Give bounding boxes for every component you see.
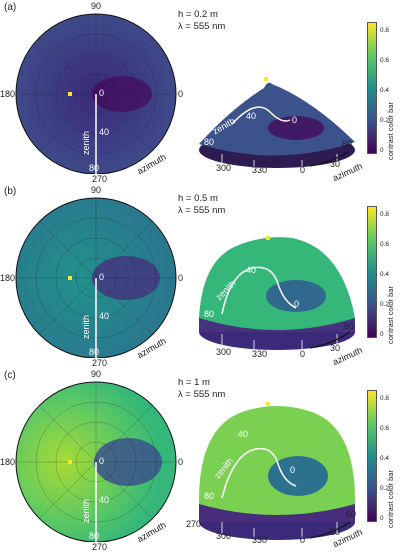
cbar-tick: 0.4: [380, 271, 390, 278]
surf-label-40: 40: [238, 429, 249, 439]
polar-plot: [15, 13, 177, 174]
surf-label-80: 80: [204, 137, 215, 147]
sun-marker-3d: [266, 402, 270, 406]
colorbar-title: contrast color bar: [386, 286, 395, 344]
label-top: 90: [91, 185, 102, 195]
wavelength-label: λ = 555 nm: [178, 388, 226, 400]
surf-label-60: 60: [344, 321, 355, 331]
cbar-tick: 0.6: [380, 241, 390, 248]
surf-label-z0: 0: [292, 115, 298, 125]
parameters: h = 0.5 m λ = 555 nm: [178, 193, 225, 217]
surf-label-40: 40: [246, 265, 257, 275]
surf-label-330: 330: [252, 535, 268, 545]
surf-label-0: 0: [300, 349, 306, 359]
label-ring-80: 80: [89, 163, 100, 173]
panel-b: (b) 90 180 0 270 0 40 80 zenith azimuth …: [0, 184, 401, 368]
label-bottom: 270: [92, 358, 108, 368]
wavelength-label: λ = 555 nm: [178, 204, 226, 216]
panel-a: (a) 90 180 0 270 0 40 80 zenith azimuth …: [0, 0, 401, 184]
surf-label-60: 60: [346, 509, 357, 519]
label-ring-40: 40: [99, 311, 110, 321]
sun-marker-3d: [264, 77, 268, 81]
surf-label-30: 30: [330, 527, 341, 537]
cbar-tick: 0: [380, 515, 384, 522]
cbar-tick: 0.2: [380, 301, 390, 308]
height-label: h = 0.5 m: [178, 193, 218, 204]
surf-label-30: 30: [330, 343, 341, 353]
colorbar: [367, 390, 377, 522]
surf-label-300: 300: [216, 347, 232, 357]
surface-plot: [198, 402, 356, 540]
label-left: 180: [0, 457, 16, 467]
label-zenith: zenith: [81, 498, 91, 523]
label-right: 0: [178, 89, 184, 99]
cbar-tick: 0.2: [380, 117, 390, 124]
label-center: 0: [99, 456, 105, 466]
height-label: h = 1 m: [178, 377, 210, 388]
surf-label-z0: 0: [294, 299, 300, 309]
height-label: h = 0.2 m: [178, 9, 218, 20]
colorbar: [367, 206, 377, 338]
surf-label-z0: 0: [290, 465, 296, 475]
surf-label-40: 40: [246, 111, 257, 121]
surf-label-330: 330: [252, 165, 268, 175]
surf-label-270: 270: [186, 519, 202, 529]
polar-plot: [15, 197, 177, 358]
cbar-tick: 0.4: [380, 87, 390, 94]
wavelength-label: λ = 555 nm: [178, 20, 226, 32]
surf-label-60: 60: [342, 139, 353, 149]
label-left: 180: [0, 89, 16, 99]
label-right: 0: [178, 273, 184, 283]
label-bottom: 270: [92, 174, 108, 184]
surf-label-80: 80: [204, 491, 215, 501]
cbar-tick: 0.6: [380, 57, 390, 64]
surface-plot: [199, 236, 355, 350]
panel-c: (c) 90 180 0 270 0 40 80 zenith azimuth …: [0, 368, 401, 552]
cbar-tick: 0: [380, 331, 384, 338]
label-zenith: zenith: [81, 130, 91, 155]
surf-label-80: 80: [204, 309, 215, 319]
cbar-tick: 0.8: [380, 211, 390, 218]
cbar-tick: 0.8: [380, 27, 390, 34]
surf-label-0: 0: [300, 165, 306, 175]
surf-label-300: 300: [216, 163, 232, 173]
colorbar: [367, 22, 377, 154]
sun-marker: [68, 92, 72, 96]
label-ring-40: 40: [99, 495, 110, 505]
cbar-tick: 0.4: [380, 455, 390, 462]
surf-label-0: 0: [300, 535, 306, 545]
sun-marker: [68, 276, 72, 280]
label-center: 0: [99, 272, 105, 282]
surf-label-300: 300: [216, 531, 232, 541]
label-center: 0: [99, 88, 105, 98]
cbar-tick: 0.6: [380, 425, 390, 432]
panel-letter: (b): [4, 186, 17, 197]
label-ring-80: 80: [89, 531, 100, 541]
sun-marker: [68, 460, 72, 464]
label-ring-40: 40: [99, 127, 110, 137]
label-ring-80: 80: [89, 347, 100, 357]
cbar-tick: 0.2: [380, 485, 390, 492]
sun-marker-3d: [266, 236, 270, 240]
surf-label-30: 30: [330, 159, 341, 169]
parameters: h = 1 m λ = 555 nm: [178, 377, 225, 401]
label-left: 180: [0, 273, 16, 283]
label-zenith: zenith: [81, 314, 91, 339]
cbar-tick: 0: [380, 147, 384, 154]
label-top: 90: [91, 369, 102, 379]
colorbar-title: contrast color bar: [386, 102, 395, 160]
polar-plot: [15, 381, 177, 542]
panel-letter: (a): [4, 2, 17, 13]
label-top: 90: [91, 1, 102, 11]
parameters: h = 0.2 m λ = 555 nm: [178, 9, 225, 33]
surface-plot: [199, 77, 355, 170]
cbar-tick: 0.8: [380, 395, 390, 402]
label-right: 0: [178, 457, 184, 467]
surf-label-330: 330: [252, 349, 268, 359]
label-bottom: 270: [92, 542, 108, 552]
panel-letter: (c): [4, 370, 16, 381]
colorbar-title: contrast color bar: [386, 470, 395, 528]
